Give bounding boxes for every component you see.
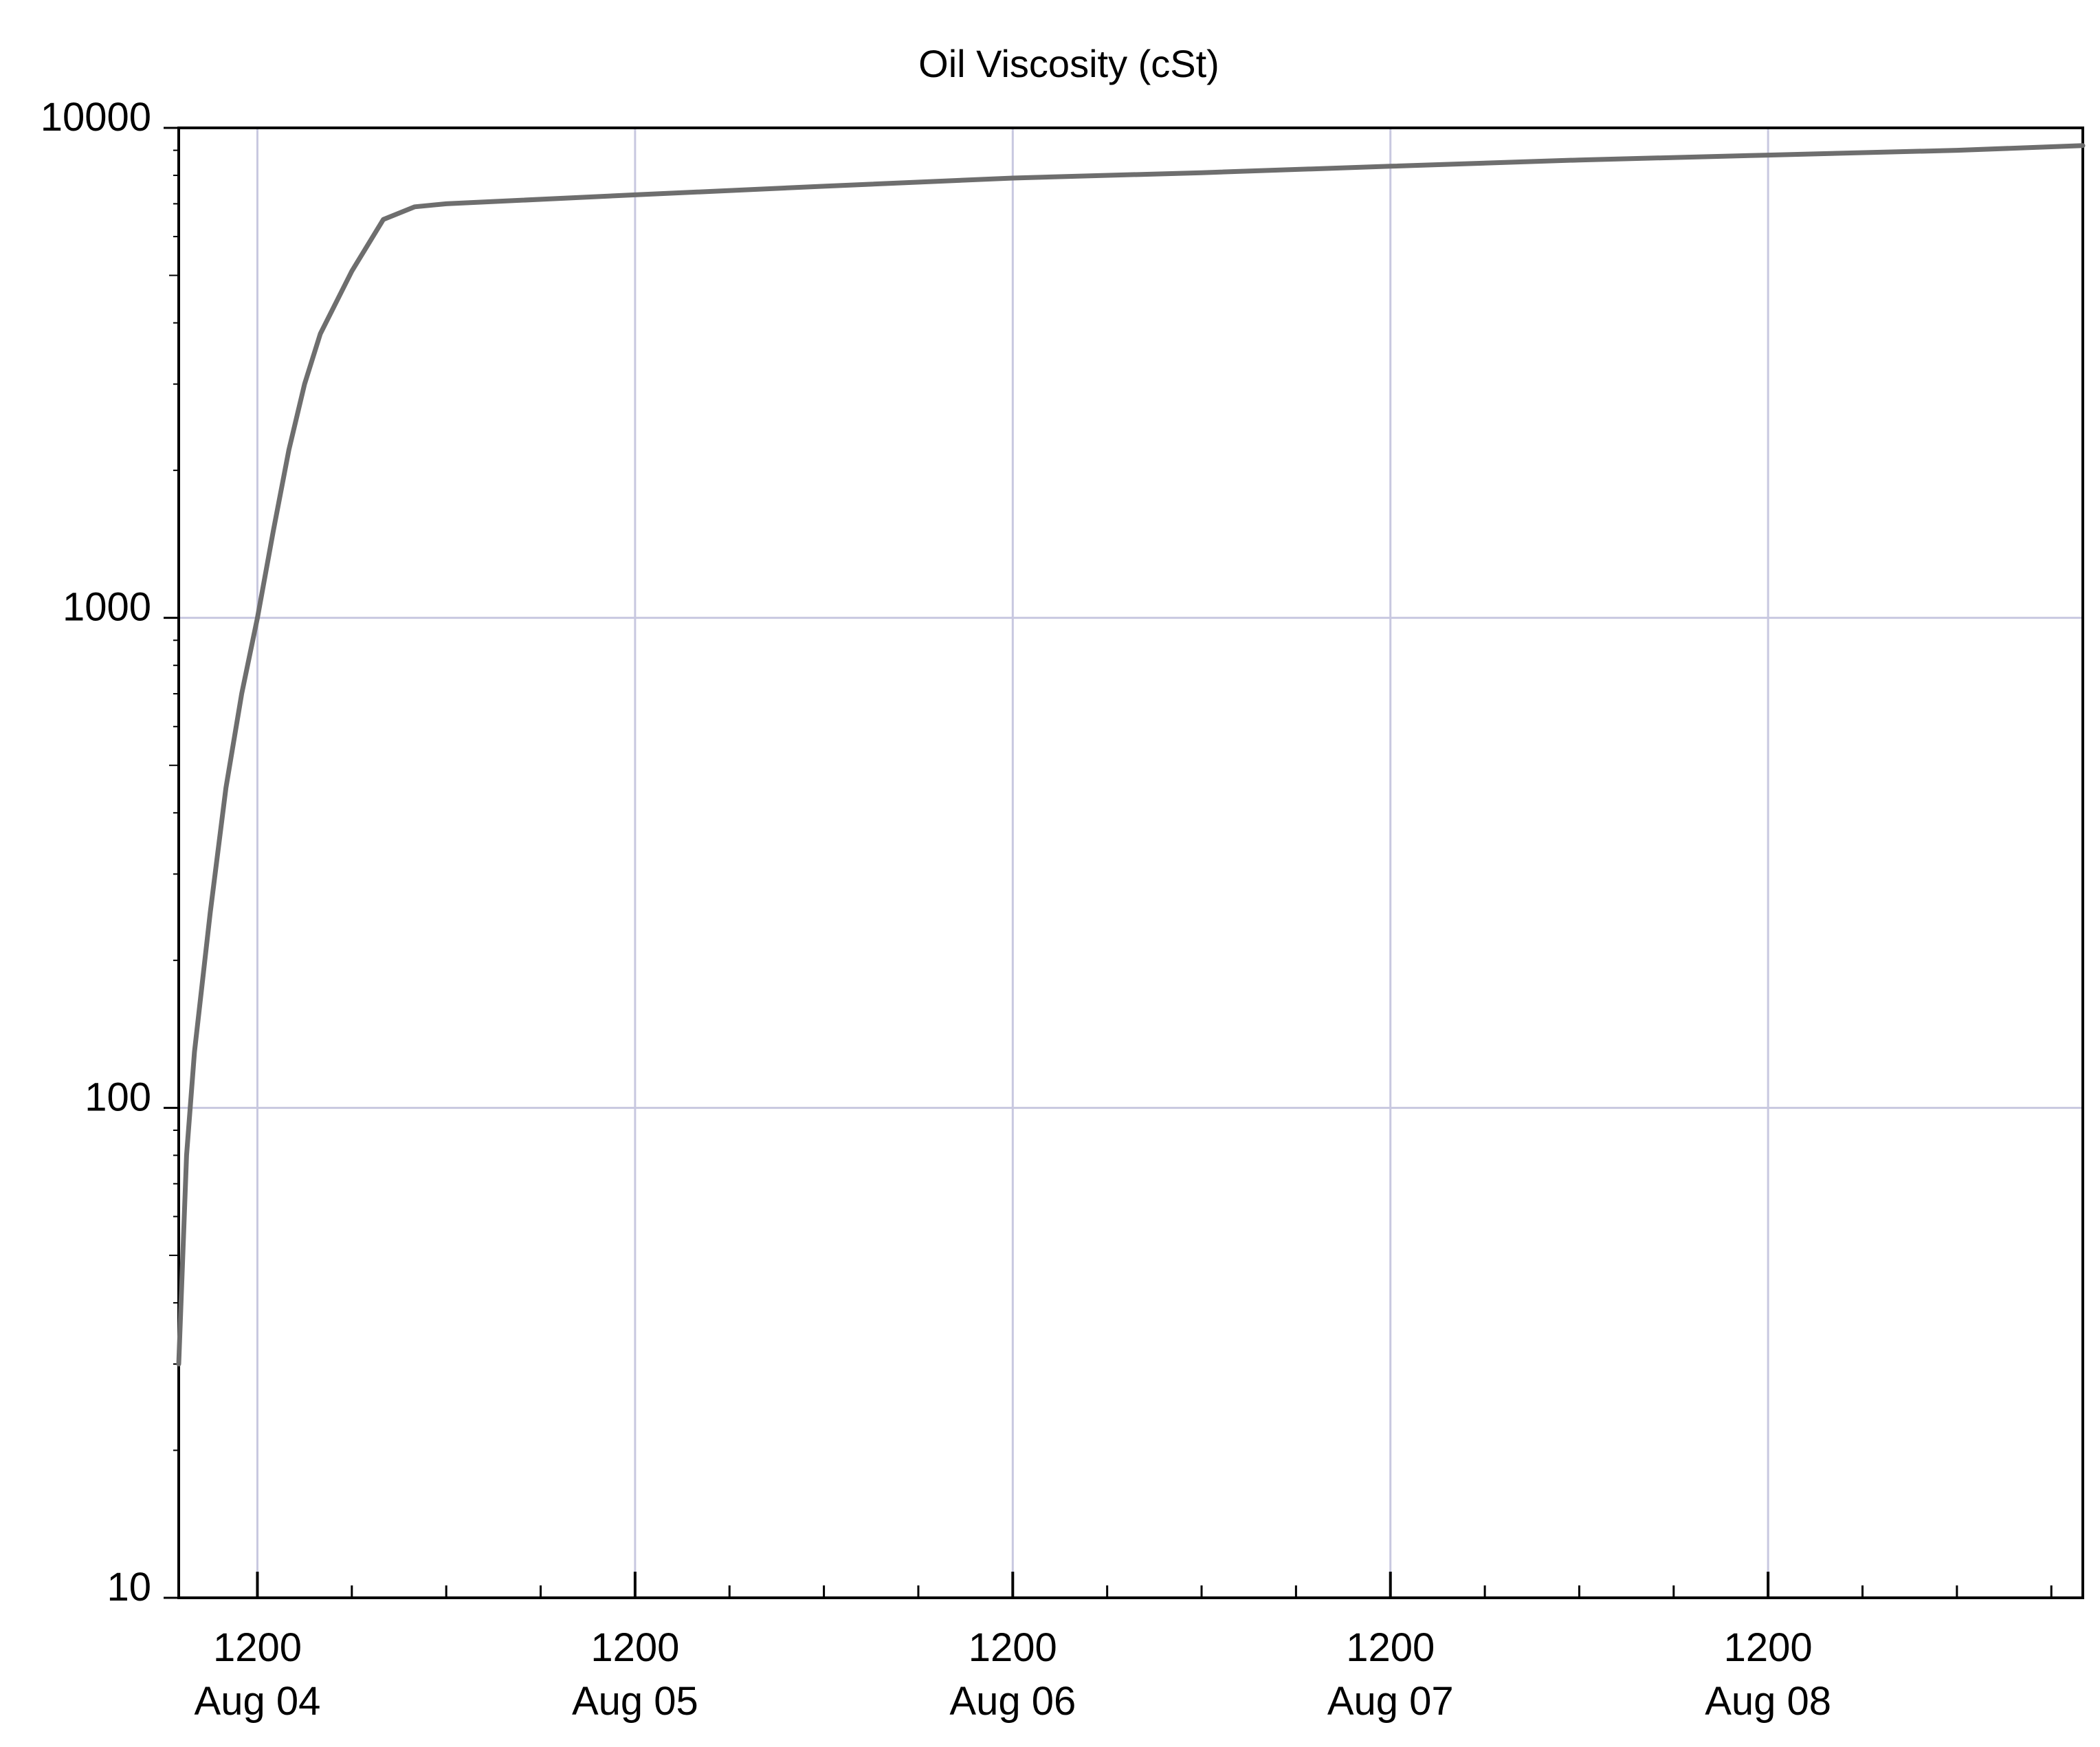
- grid-lines: [179, 127, 2083, 1598]
- x-tick-date-label: Aug 04: [195, 1679, 321, 1724]
- x-tick-time-label: 1200: [590, 1625, 679, 1670]
- y-tick-label: 1000: [63, 585, 151, 630]
- y-tick-labels: 10 100 1000 10000: [41, 95, 151, 1609]
- x-tick-time-label: 1200: [1724, 1625, 1813, 1670]
- axis-ticks: [164, 127, 2053, 1599]
- x-tick-time-label: 1200: [213, 1625, 302, 1670]
- x-tick-date-label: Aug 06: [949, 1679, 1076, 1724]
- viscosity-series-line: [176, 143, 2086, 1367]
- y-tick-label: 100: [85, 1075, 151, 1119]
- chart-title: Oil Viscosity (cSt): [918, 42, 1219, 85]
- x-tick-time-label: 1200: [1346, 1625, 1435, 1670]
- x-tick-date-label: Aug 08: [1705, 1679, 1831, 1724]
- y-tick-label: 10000: [41, 95, 151, 140]
- x-tick-date-label: Aug 07: [1327, 1679, 1454, 1724]
- y-tick-label: 10: [107, 1565, 151, 1609]
- plot-frame: [177, 127, 2084, 1599]
- x-tick-time-label: 1200: [969, 1625, 1057, 1670]
- x-tick-date-label: Aug 05: [572, 1679, 698, 1724]
- x-tick-labels: 1200 Aug 04 1200 Aug 05 1200 Aug 06 1200 Aug 07…: [195, 1625, 1832, 1724]
